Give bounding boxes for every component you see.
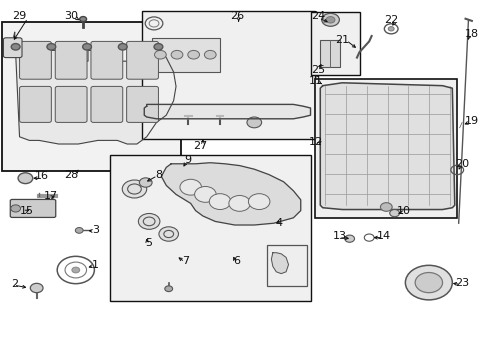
Circle shape — [11, 205, 20, 212]
Text: 20: 20 — [454, 159, 468, 169]
Circle shape — [82, 44, 91, 50]
Bar — [2, 22, 181, 171]
Text: 7: 7 — [182, 256, 189, 266]
Circle shape — [154, 50, 166, 59]
Polygon shape — [161, 163, 300, 225]
Circle shape — [344, 235, 354, 242]
FancyBboxPatch shape — [126, 41, 158, 79]
Circle shape — [139, 178, 152, 187]
Polygon shape — [320, 83, 454, 210]
Text: 8: 8 — [155, 170, 162, 180]
Circle shape — [387, 27, 393, 31]
Text: 14: 14 — [376, 231, 390, 241]
Bar — [315, 79, 456, 218]
Circle shape — [11, 44, 20, 50]
Text: 2: 2 — [11, 279, 18, 289]
Circle shape — [180, 179, 201, 195]
Text: 21: 21 — [335, 35, 348, 45]
Polygon shape — [144, 104, 310, 119]
FancyBboxPatch shape — [20, 86, 51, 122]
Circle shape — [209, 194, 230, 210]
Circle shape — [72, 267, 80, 273]
Text: 29: 29 — [12, 11, 27, 21]
Text: 27: 27 — [193, 141, 207, 151]
Circle shape — [138, 213, 160, 229]
Circle shape — [405, 265, 451, 300]
Text: 28: 28 — [63, 170, 78, 180]
Circle shape — [389, 210, 399, 217]
Circle shape — [204, 50, 216, 59]
Circle shape — [118, 44, 127, 50]
Text: 17: 17 — [44, 191, 58, 201]
Circle shape — [228, 195, 250, 211]
Text: 30: 30 — [64, 11, 78, 21]
Text: 16: 16 — [35, 171, 48, 181]
Text: 22: 22 — [383, 15, 398, 25]
Circle shape — [187, 50, 199, 59]
Circle shape — [47, 44, 56, 50]
Text: 4: 4 — [275, 218, 282, 228]
Circle shape — [248, 194, 269, 210]
Circle shape — [122, 180, 146, 198]
Bar — [409, 276, 448, 289]
Circle shape — [380, 203, 391, 211]
Circle shape — [194, 186, 216, 202]
Text: 23: 23 — [454, 278, 468, 288]
Text: 26: 26 — [230, 11, 244, 21]
Polygon shape — [12, 32, 176, 144]
Circle shape — [414, 273, 442, 293]
FancyBboxPatch shape — [126, 86, 158, 122]
FancyBboxPatch shape — [10, 199, 56, 217]
FancyBboxPatch shape — [55, 41, 87, 79]
Polygon shape — [271, 253, 288, 274]
Bar — [320, 40, 339, 67]
Text: 3: 3 — [92, 225, 99, 235]
Text: 11: 11 — [308, 76, 322, 86]
FancyBboxPatch shape — [55, 86, 87, 122]
Text: 6: 6 — [233, 256, 240, 266]
Text: 5: 5 — [145, 238, 152, 248]
Circle shape — [30, 283, 43, 293]
Circle shape — [325, 17, 334, 23]
FancyBboxPatch shape — [91, 86, 122, 122]
Text: 15: 15 — [20, 206, 34, 216]
Bar — [151, 38, 220, 72]
FancyBboxPatch shape — [91, 41, 122, 79]
Text: 24: 24 — [310, 11, 325, 21]
Text: 12: 12 — [308, 137, 322, 147]
Circle shape — [246, 117, 261, 128]
Circle shape — [80, 17, 86, 22]
Circle shape — [154, 44, 163, 50]
Bar — [110, 155, 310, 301]
Text: 13: 13 — [332, 231, 346, 241]
Text: 18: 18 — [464, 29, 478, 39]
Circle shape — [18, 173, 33, 184]
Text: 19: 19 — [464, 116, 478, 126]
Text: 25: 25 — [310, 65, 324, 75]
Text: 1: 1 — [92, 260, 99, 270]
Text: 9: 9 — [184, 155, 191, 165]
Circle shape — [164, 286, 172, 292]
FancyBboxPatch shape — [3, 38, 22, 58]
Bar — [266, 245, 306, 286]
Text: 10: 10 — [396, 206, 409, 216]
Circle shape — [159, 227, 178, 241]
Circle shape — [321, 13, 339, 26]
FancyBboxPatch shape — [20, 41, 51, 79]
Circle shape — [75, 228, 83, 233]
Bar — [142, 11, 315, 139]
Circle shape — [171, 50, 183, 59]
Bar — [310, 12, 359, 75]
